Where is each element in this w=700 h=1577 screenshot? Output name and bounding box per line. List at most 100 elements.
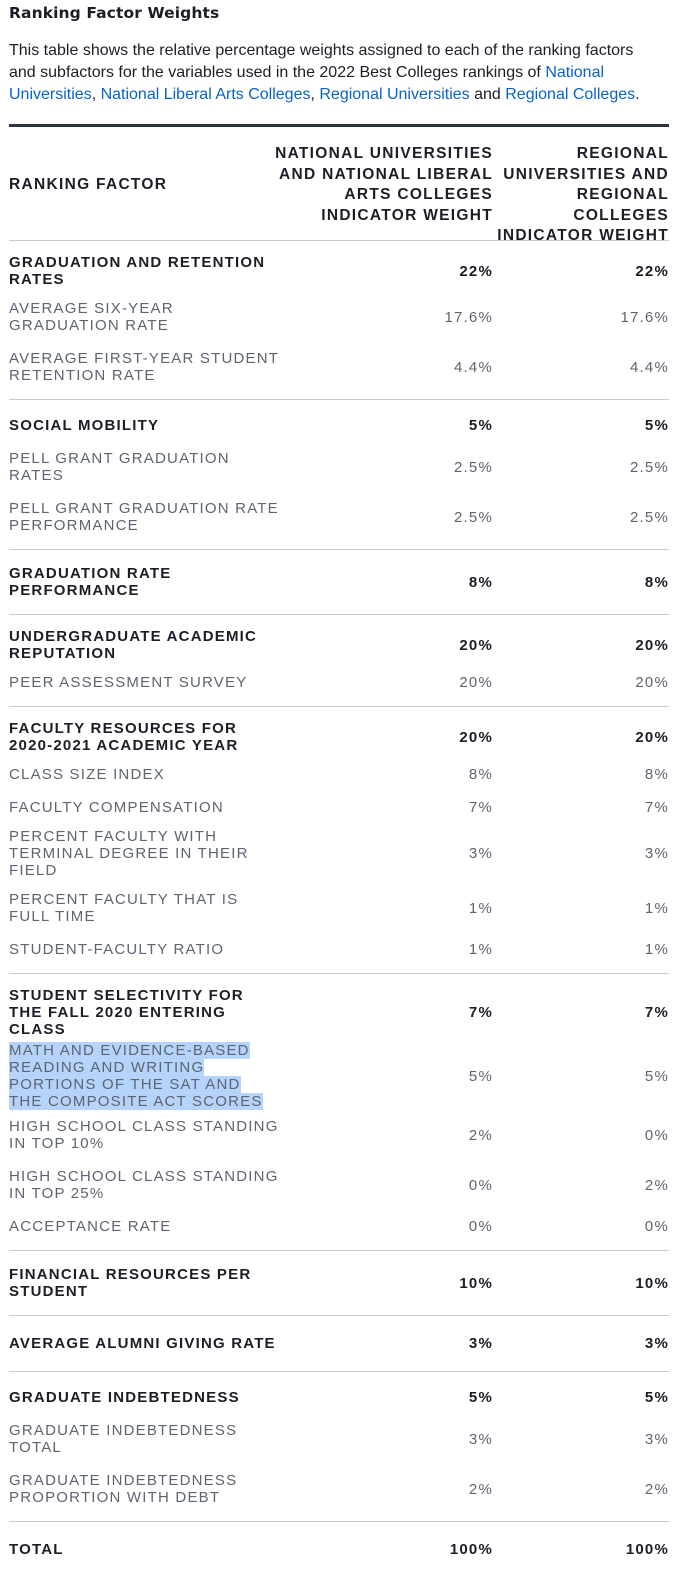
regional-weight: 10% [635, 1274, 669, 1292]
national-weight: 100% [449, 1541, 493, 1558]
national-liberal-arts-colleges-link[interactable]: National Liberal Arts Colleges [100, 86, 311, 103]
intro-separator: and [469, 86, 506, 103]
national-weight: 7% [468, 1004, 493, 1021]
factor-row: GRADUATE INDEBTEDNESS 5% 5% [9, 1381, 669, 1414]
factor-name: GRADUATION AND RETENTION RATES [9, 254, 279, 288]
subfactor-row: AVERAGE FIRST-YEAR STUDENT RETENTION RAT… [9, 342, 669, 392]
national-weight: 0% [468, 1176, 493, 1194]
subfactor-name: ACCEPTANCE RATE [9, 1218, 279, 1235]
subfactor-row: ACCEPTANCE RATE 0% 0% [9, 1210, 669, 1243]
subfactor-name: PERCENT FACULTY THAT IS FULL TIME [9, 891, 279, 925]
subfactor-row: AVERAGE SIX-YEAR GRADUATION RATE 17.6% 17.… [9, 292, 669, 342]
factor-label: AVERAGE ALUMNI GIVING RATE [9, 1335, 276, 1352]
national-weight: 0% [468, 1218, 493, 1235]
factor-label: GRADUATE INDEBTEDNESS TOTAL [9, 1422, 238, 1456]
factor-label: STUDENT SELECTIVITY FOR THE FALL 2020 EN… [9, 987, 244, 1038]
subfactor-row: HIGH SCHOOL CLASS STANDING IN TOP 25% 0% 2… [9, 1160, 669, 1210]
national-weight: 5% [468, 1389, 493, 1406]
national-weight: 20% [459, 636, 493, 654]
national-weight: 1% [468, 899, 493, 917]
subfactor-row: GRADUATE INDEBTEDNESS PROPORTION WITH DE… [9, 1464, 669, 1514]
subfactor-row: PELL GRANT GRADUATION RATES 2.5% 2.5% [9, 442, 669, 492]
national-weight: 4.4% [454, 358, 493, 376]
factor-name: GRADUATE INDEBTEDNESS [9, 1389, 279, 1406]
regional-weight: 5% [644, 1067, 669, 1085]
national-weight: 5% [468, 1067, 493, 1085]
regional-weight: 22% [635, 262, 669, 280]
regional-weight: 3% [644, 1430, 669, 1448]
subfactor-row: PEER ASSESSMENT SURVEY 20% 20% [9, 666, 669, 699]
factor-label: CLASS SIZE INDEX [9, 766, 165, 783]
subfactor-name: AVERAGE SIX-YEAR GRADUATION RATE [9, 300, 279, 334]
subfactor-row: GRADUATE INDEBTEDNESS TOTAL 3% 3% [9, 1414, 669, 1464]
subfactor-name: PERCENT FACULTY WITH TERMINAL DEGREE IN … [9, 828, 279, 879]
regional-universities-link[interactable]: Regional Universities [319, 86, 470, 103]
national-weight: 2% [468, 1126, 493, 1144]
subfactor-name: GRADUATE INDEBTEDNESS PROPORTION WITH DE… [9, 1472, 279, 1506]
factor-label: PELL GRANT GRADUATION RATE PERFORMANCE [9, 500, 279, 534]
factor-label: MATH AND EVIDENCE-BASED READING AND WRIT… [9, 1042, 263, 1110]
factor-group: SOCIAL MOBILITY 5% 5% PELL GRANT GRADUATION… [9, 400, 669, 550]
regional-weight: 20% [635, 636, 669, 654]
subfactor-name: PELL GRANT GRADUATION RATE PERFORMANCE [9, 500, 279, 534]
national-weight: 8% [468, 766, 493, 783]
factor-label: HIGH SCHOOL CLASS STANDING IN TOP 10% [9, 1118, 279, 1152]
subfactor-name: HIGH SCHOOL CLASS STANDING IN TOP 10% [9, 1118, 279, 1152]
regional-weight: 2% [644, 1176, 669, 1194]
factor-label: GRADUATE INDEBTEDNESS PROPORTION WITH DE… [9, 1472, 238, 1506]
factor-label: GRADUATION RATE PERFORMANCE [9, 565, 172, 599]
intro-paragraph: This table shows the relative percentage… [9, 40, 659, 106]
factor-row: FACULTY RESOURCES FOR 2020-2021 ACADEMIC… [9, 716, 669, 758]
regional-weight: 7% [644, 799, 669, 816]
factor-label: AVERAGE FIRST-YEAR STUDENT RETENTION RAT… [9, 350, 279, 384]
national-weight: 3% [468, 1430, 493, 1448]
factor-label: GRADUATION AND RETENTION RATES [9, 254, 266, 288]
subfactor-row: PERCENT FACULTY WITH TERMINAL DEGREE IN … [9, 824, 669, 883]
regional-weight: 20% [635, 674, 669, 691]
regional-weight: 8% [644, 573, 669, 591]
factor-label: FACULTY RESOURCES FOR 2020-2021 ACADEMIC… [9, 720, 239, 754]
factor-row: STUDENT SELECTIVITY FOR THE FALL 2020 EN… [9, 983, 669, 1042]
regional-colleges-link[interactable]: Regional Colleges [505, 86, 636, 103]
national-weight: 5% [468, 417, 493, 434]
regional-weight: 3% [644, 845, 669, 862]
factor-row: UNDERGRADUATE ACADEMIC REPUTATION 20% 20% [9, 624, 669, 666]
factor-name: FINANCIAL RESOURCES PER STUDENT [9, 1266, 279, 1300]
factor-label: PERCENT FACULTY WITH TERMINAL DEGREE IN … [9, 828, 249, 879]
factor-group: GRADUATE INDEBTEDNESS 5% 5% GRADUATE INDEBT… [9, 1372, 669, 1522]
subfactor-name: CLASS SIZE INDEX [9, 766, 279, 783]
factor-label: TOTAL [9, 1541, 64, 1558]
regional-weight: 4.4% [630, 358, 669, 376]
header-national-weight: NATIONAL UNIVERSITIES AND NATIONAL LIBER… [275, 145, 493, 224]
regional-weight: 100% [625, 1541, 669, 1558]
regional-weight: 1% [644, 941, 669, 958]
factor-label: STUDENT-FACULTY RATIO [9, 941, 225, 958]
intro-separator: , [91, 86, 101, 103]
header-ranking-factor: RANKING FACTOR [9, 176, 168, 193]
regional-weight: 2.5% [630, 458, 669, 476]
subfactor-row: PERCENT FACULTY THAT IS FULL TIME 1% 1% [9, 883, 669, 933]
subfactor-row: STUDENT-FACULTY RATIO 1% 1% [9, 933, 669, 966]
factor-name: UNDERGRADUATE ACADEMIC REPUTATION [9, 628, 279, 662]
national-weight: 3% [468, 845, 493, 862]
national-weight: 17.6% [444, 308, 493, 326]
factor-label: AVERAGE SIX-YEAR GRADUATION RATE [9, 300, 174, 334]
subfactor-name: HIGH SCHOOL CLASS STANDING IN TOP 25% [9, 1168, 279, 1202]
header-regional-weight: REGIONAL UNIVERSITIES AND REGIONAL COLLE… [497, 145, 669, 244]
national-weight: 20% [459, 728, 493, 746]
factor-label: FACULTY COMPENSATION [9, 799, 224, 816]
factor-label: PERCENT FACULTY THAT IS FULL TIME [9, 891, 239, 925]
factor-row: AVERAGE ALUMNI GIVING RATE 3% 3% [9, 1327, 669, 1360]
subfactor-row: HIGH SCHOOL CLASS STANDING IN TOP 10% 2% 0… [9, 1110, 669, 1160]
subfactor-name: AVERAGE FIRST-YEAR STUDENT RETENTION RAT… [9, 350, 279, 384]
national-weight: 20% [459, 674, 493, 691]
national-weight: 2% [468, 1480, 493, 1498]
national-weight: 8% [468, 573, 493, 591]
factor-group: GRADUATION AND RETENTION RATES 22% 22% AVER… [9, 241, 669, 400]
factor-row: GRADUATION AND RETENTION RATES 22% 22% [9, 250, 669, 292]
factor-label: PEER ASSESSMENT SURVEY [9, 674, 248, 691]
national-universities-link[interactable]: National Universities [9, 64, 605, 103]
subfactor-name: GRADUATE INDEBTEDNESS TOTAL [9, 1422, 279, 1456]
table-body: GRADUATION AND RETENTION RATES 22% 22% AVER… [9, 241, 669, 1577]
factor-group: FACULTY RESOURCES FOR 2020-2021 ACADEMIC… [9, 707, 669, 974]
